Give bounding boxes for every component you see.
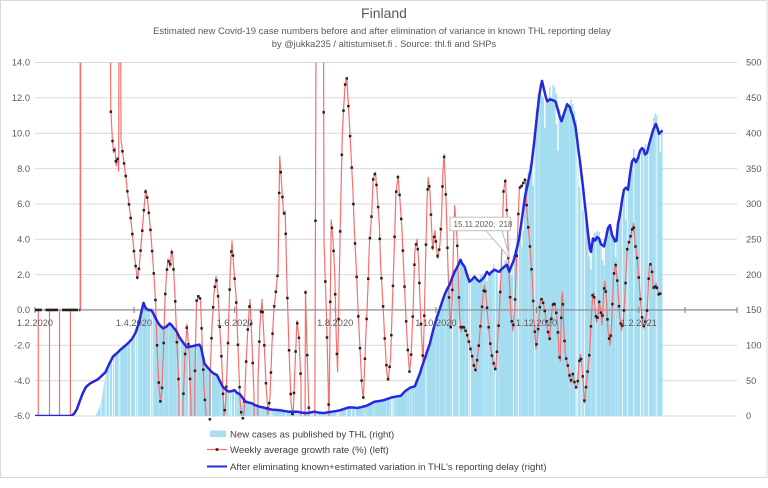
svg-text:14.0: 14.0	[12, 58, 30, 68]
svg-text:0: 0	[746, 411, 751, 421]
svg-text:400: 400	[746, 128, 762, 138]
svg-text:10.0: 10.0	[12, 128, 30, 138]
svg-text:Finland: Finland	[361, 5, 407, 21]
svg-text:150: 150	[746, 305, 762, 315]
svg-text:200: 200	[746, 270, 762, 280]
svg-text:350: 350	[746, 164, 762, 174]
svg-text:15.11.2020; 218: 15.11.2020; 218	[454, 220, 513, 229]
svg-text:300: 300	[746, 199, 762, 209]
svg-text:250: 250	[746, 234, 762, 244]
svg-text:100: 100	[746, 341, 762, 351]
svg-text:8.0: 8.0	[17, 164, 30, 174]
svg-text:-4.0: -4.0	[14, 376, 30, 386]
svg-text:Weekly average growth rate (%): Weekly average growth rate (%) (left)	[230, 445, 389, 456]
svg-text:New cases as published by THL: New cases as published by THL (right)	[230, 430, 394, 441]
svg-text:1.4.2020: 1.4.2020	[116, 318, 152, 328]
svg-text:-6.0: -6.0	[14, 411, 30, 421]
svg-text:-2.0: -2.0	[14, 341, 30, 351]
svg-text:2.0: 2.0	[17, 270, 30, 280]
svg-text:12.0: 12.0	[12, 93, 30, 103]
svg-text:1.2.2021: 1.2.2021	[621, 318, 657, 328]
svg-text:1.10.2020: 1.10.2020	[415, 318, 456, 328]
svg-text:by @jukka235 / altistumiset.fi: by @jukka235 / altistumiset.fi . Source:…	[272, 39, 497, 49]
svg-text:1.6.2020: 1.6.2020	[216, 318, 252, 328]
svg-text:After eliminating known+estima: After eliminating known+estimated variat…	[230, 462, 547, 473]
svg-text:1.8.2020: 1.8.2020	[317, 318, 353, 328]
svg-text:4.0: 4.0	[17, 234, 30, 244]
svg-text:50: 50	[746, 376, 756, 386]
svg-text:450: 450	[746, 93, 762, 103]
svg-text:1.12.2020: 1.12.2020	[516, 318, 557, 328]
svg-text:1.2.2020: 1.2.2020	[17, 318, 53, 328]
svg-text:Estimated new Covid-19 case nu: Estimated new Covid-19 case numbers befo…	[153, 26, 611, 37]
svg-text:500: 500	[746, 58, 762, 68]
svg-text:0.0: 0.0	[17, 305, 30, 315]
svg-text:6.0: 6.0	[17, 199, 30, 209]
